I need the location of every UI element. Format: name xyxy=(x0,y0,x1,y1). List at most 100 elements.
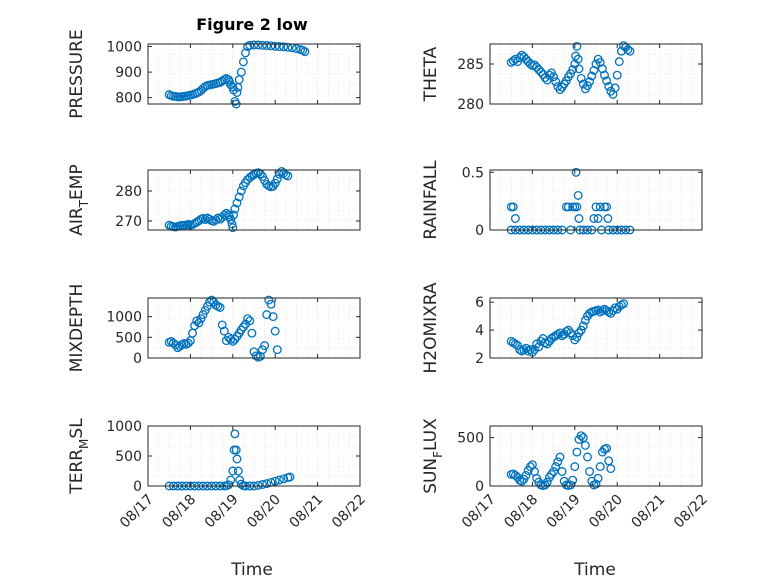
data-point xyxy=(570,335,580,345)
y-axis-label: H2OMIXRA xyxy=(421,282,441,373)
data-point xyxy=(285,472,295,482)
data-point xyxy=(576,431,586,441)
data-point xyxy=(566,328,576,338)
data-point xyxy=(602,202,612,212)
y-tick-label: 280 xyxy=(115,184,142,200)
subplot-7: 0 500 1000 08/17 08/18 08/19 08/20 08/21 08/22 TE… xyxy=(67,418,369,532)
y-tick-label: 0.5 xyxy=(462,165,484,181)
data-point xyxy=(226,475,236,485)
data-point xyxy=(262,310,272,320)
data-point xyxy=(251,351,261,361)
data-point xyxy=(279,474,289,484)
y-axis-label-rest: EMP xyxy=(67,164,87,200)
axes-frame xyxy=(489,169,703,231)
subplot-8: 0 500 08/17 08/18 08/19 08/20 08/21 08/22 SUNFLU… xyxy=(421,418,711,532)
y-axis-label-main: SUN xyxy=(421,458,441,494)
y-axis-label-subscript: F xyxy=(431,451,445,458)
data-point xyxy=(205,214,214,224)
data-point xyxy=(236,186,246,196)
x-tick-label: 08/19 xyxy=(202,492,242,532)
data-point xyxy=(573,54,583,64)
y-axis-label-subscript: T xyxy=(77,199,91,208)
data-point xyxy=(549,467,559,476)
data-point xyxy=(597,306,607,316)
data-point xyxy=(572,447,582,457)
y-tick-label: 1000 xyxy=(106,40,142,56)
data-point xyxy=(603,214,613,223)
data-point xyxy=(563,202,573,212)
data-point xyxy=(551,77,561,87)
data-point xyxy=(258,480,267,489)
data-point xyxy=(253,40,263,50)
data-series xyxy=(506,299,629,357)
x-tick-label: 08/21 xyxy=(629,492,669,532)
y-axis-label: AIRTEMP xyxy=(67,164,91,235)
data-point xyxy=(542,339,552,349)
x-tick-label: 08/18 xyxy=(501,492,541,532)
subplot-4: 0 0.5 RAINFALL xyxy=(421,160,703,240)
data-point xyxy=(270,178,280,188)
x-tick-label: 08/20 xyxy=(244,492,284,532)
data-point xyxy=(236,67,246,77)
data-point xyxy=(568,65,578,75)
y-tick-label: 0 xyxy=(133,479,142,495)
data-point xyxy=(198,310,208,320)
data-point xyxy=(217,320,227,330)
x-tick-label: 08/21 xyxy=(287,492,327,532)
data-point xyxy=(553,457,563,467)
subplot-2: 280 285 THETA xyxy=(421,41,703,113)
data-series xyxy=(164,295,282,362)
data-point xyxy=(508,202,518,212)
data-point xyxy=(578,321,588,331)
data-point xyxy=(555,452,565,462)
data-point xyxy=(510,54,520,64)
data-point xyxy=(515,345,525,355)
data-point xyxy=(262,179,272,189)
data-point xyxy=(291,44,301,54)
data-point xyxy=(215,303,225,312)
data-point xyxy=(272,345,282,355)
y-axis-label: SUNFLUX xyxy=(421,418,445,494)
data-point xyxy=(578,433,588,443)
data-point xyxy=(536,67,546,77)
axes-frame xyxy=(489,425,703,487)
data-point xyxy=(219,326,229,336)
y-axis-label-subscript: M xyxy=(77,439,91,449)
data-point xyxy=(226,215,236,224)
y-tick-label: 1000 xyxy=(106,419,142,435)
data-point xyxy=(274,475,284,485)
data-point xyxy=(232,454,242,464)
y-tick-label: 1000 xyxy=(106,310,142,326)
subplot-3: 270 280 AIRTEMP xyxy=(67,164,361,236)
data-point xyxy=(510,339,520,349)
data-point xyxy=(233,466,243,476)
data-point xyxy=(561,327,571,336)
x-tick-label: 08/22 xyxy=(671,492,711,532)
data-point xyxy=(591,202,601,212)
data-point xyxy=(572,41,582,51)
data-point xyxy=(580,440,590,450)
subplot-1: 800 900 1000 PRESSURE xyxy=(67,29,361,119)
data-point xyxy=(574,328,584,338)
data-point xyxy=(555,85,565,95)
data-point xyxy=(610,83,620,93)
data-point xyxy=(300,47,310,57)
data-point xyxy=(568,475,578,485)
data-point xyxy=(211,300,221,310)
axes-frame xyxy=(147,43,361,105)
data-point xyxy=(616,300,626,310)
data-point xyxy=(557,467,567,476)
data-point xyxy=(241,48,250,58)
data-point xyxy=(591,59,601,69)
data-point xyxy=(614,57,624,67)
y-tick-label: 0 xyxy=(475,223,484,239)
y-axis-label-rest: LUX xyxy=(421,418,441,451)
grid xyxy=(489,170,703,230)
data-point xyxy=(523,346,533,356)
data-point xyxy=(234,192,244,202)
data-series xyxy=(164,40,310,109)
y-axis-label: RAINFALL xyxy=(421,160,441,240)
